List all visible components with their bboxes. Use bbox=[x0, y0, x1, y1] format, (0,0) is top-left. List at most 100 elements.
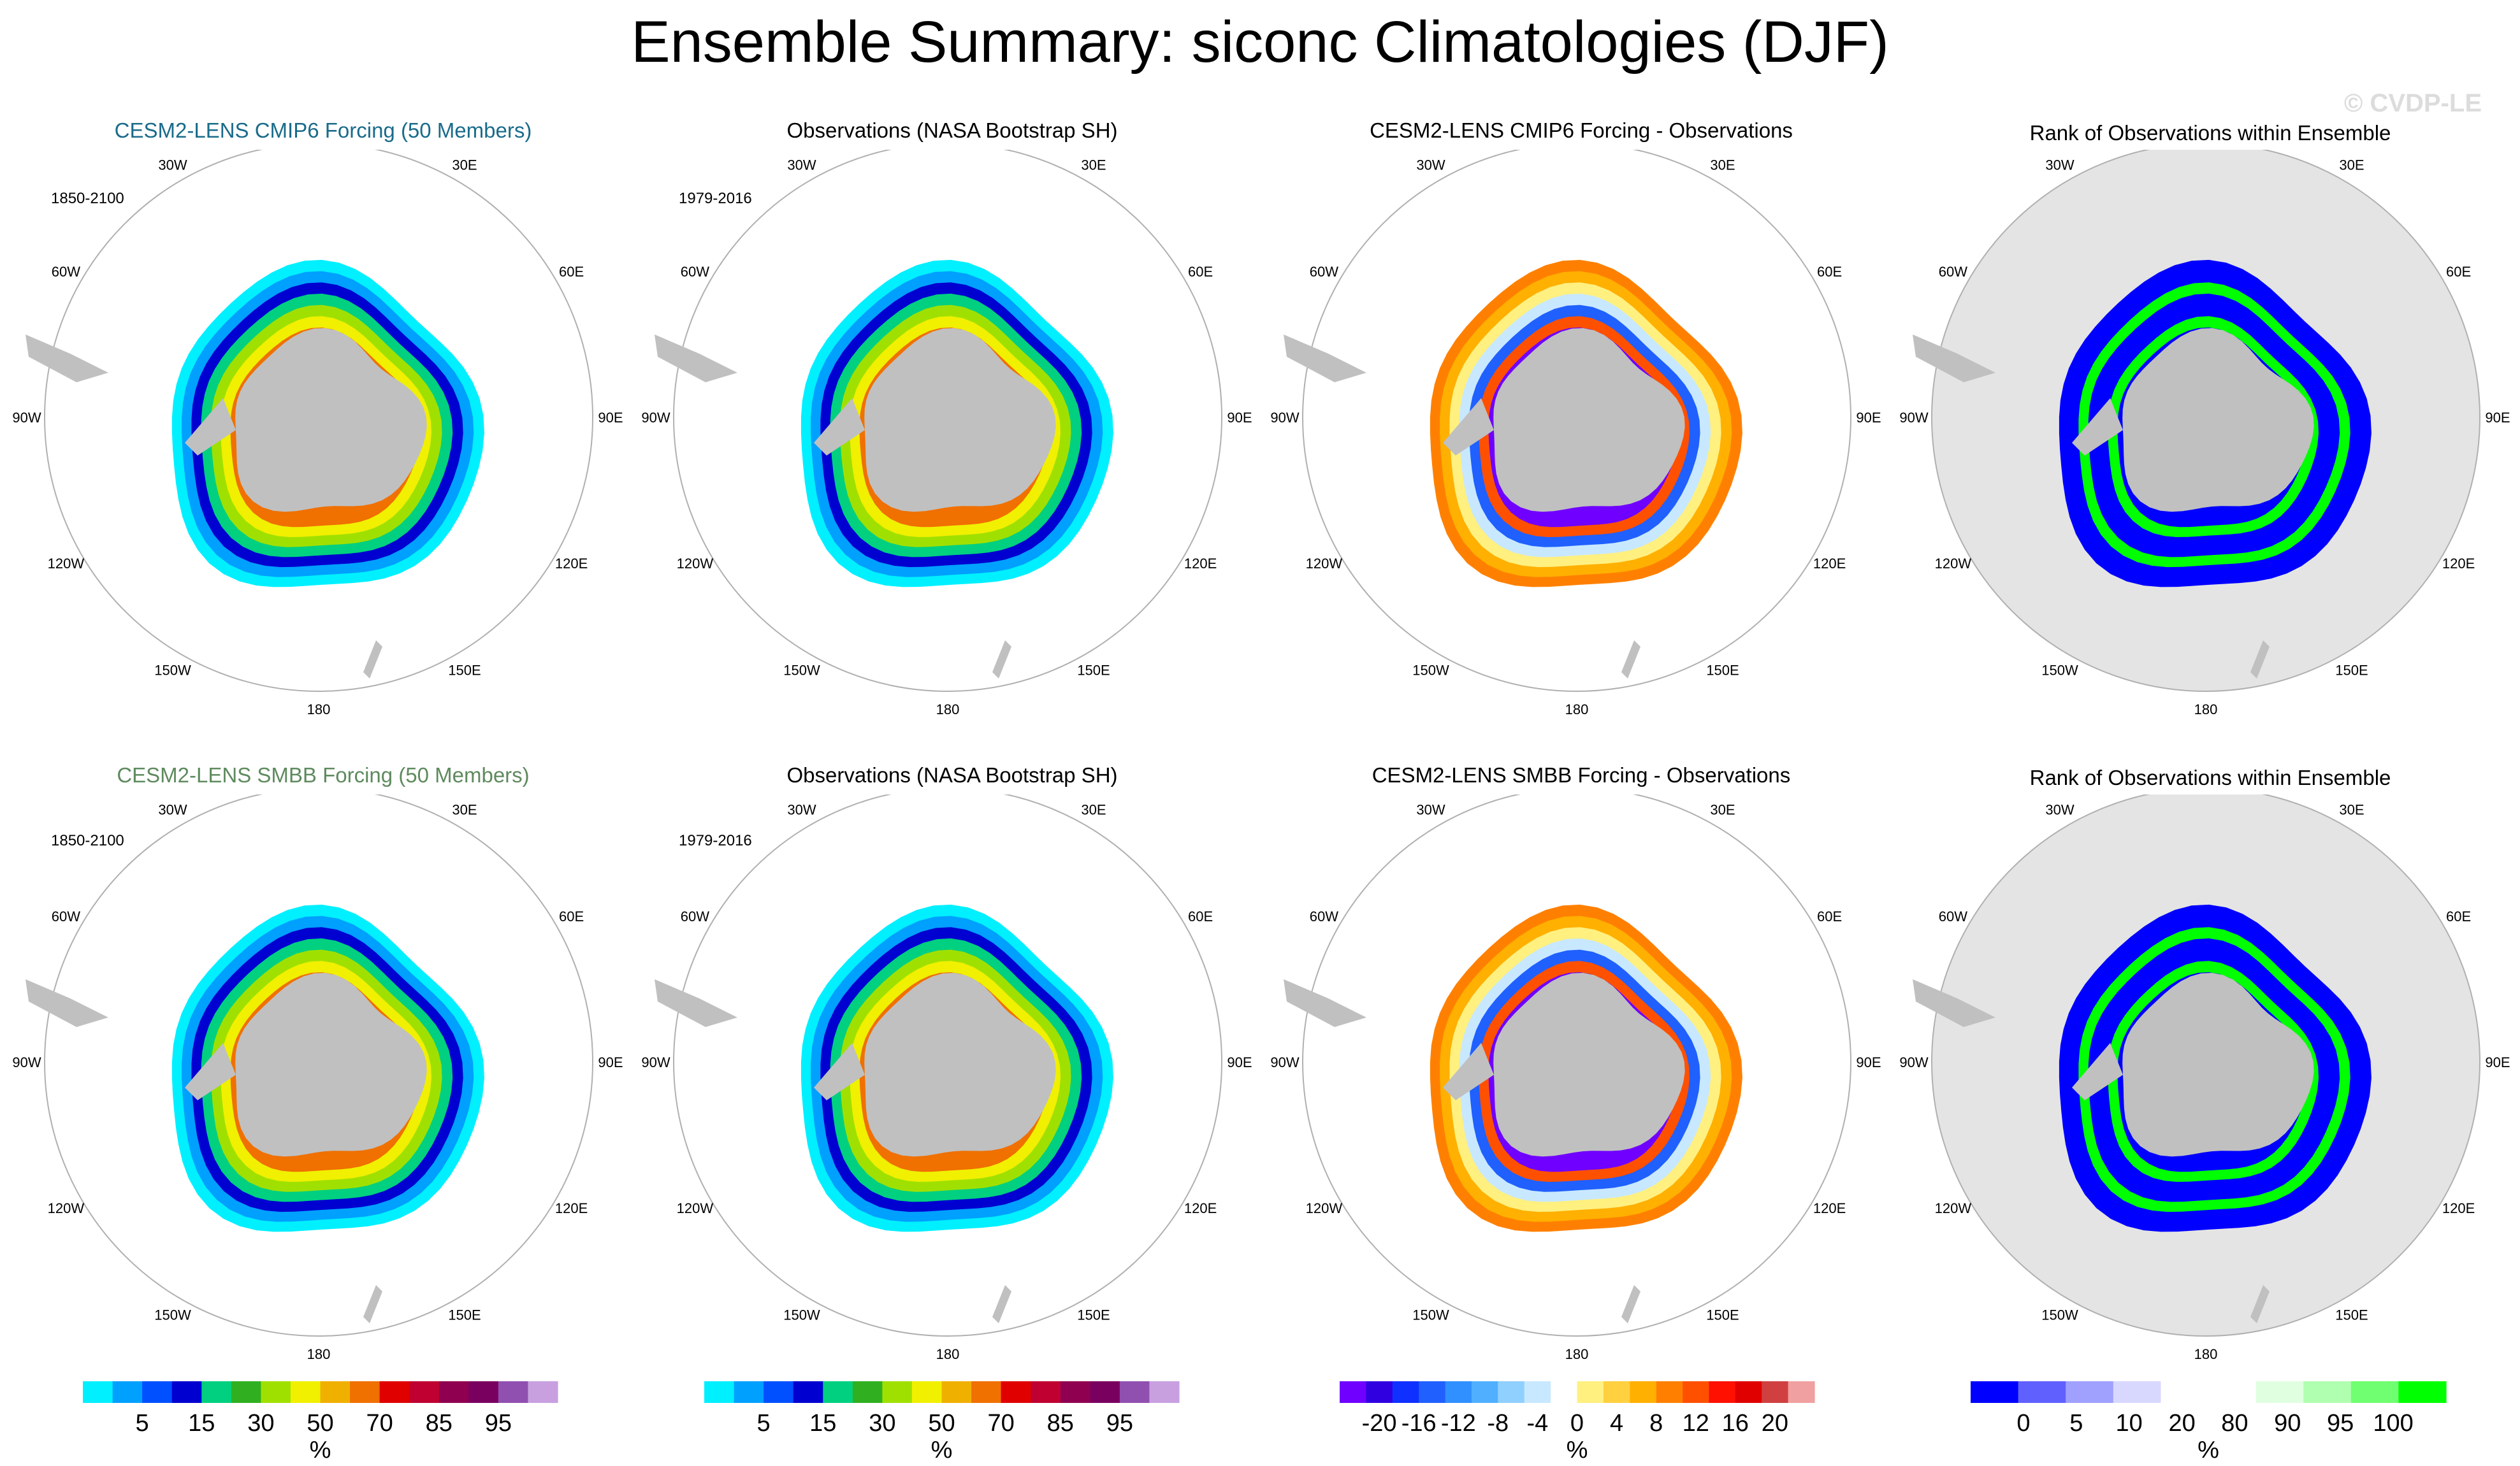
map-panel-7: 030E60E90E120E150E180150W120W90W60W30W bbox=[1270, 794, 1881, 1362]
colorbar-segment bbox=[1445, 1381, 1472, 1403]
longitude-label-90e: 90E bbox=[1856, 410, 1881, 426]
antarctic-peninsula bbox=[814, 1043, 865, 1100]
longitude-label-150e: 150E bbox=[1077, 663, 1110, 679]
colorbar-segment bbox=[1524, 1381, 1551, 1403]
panel-title-4: Rank of Observations within Ensemble bbox=[2029, 121, 2391, 145]
colorbar-segment bbox=[1149, 1381, 1180, 1403]
colorbar-segment bbox=[528, 1381, 558, 1403]
new-zealand-landmass bbox=[992, 1285, 1011, 1323]
colorbar-segment bbox=[911, 1381, 943, 1403]
longitude-label-90e: 90E bbox=[598, 410, 623, 426]
longitude-label-60e: 60E bbox=[2446, 909, 2471, 924]
longitude-label-90e: 90E bbox=[2485, 1054, 2510, 1070]
panel-title-8: Rank of Observations within Ensemble bbox=[2029, 766, 2391, 789]
colorbar-tick-label: 0 bbox=[1570, 1410, 1584, 1437]
longitude-label-30w: 30W bbox=[158, 801, 187, 817]
longitude-label-30w: 30W bbox=[2045, 801, 2074, 817]
longitude-label-120w: 120W bbox=[48, 556, 85, 571]
antarctica-landmass bbox=[235, 973, 427, 1157]
south-america-landmass bbox=[25, 979, 108, 1027]
antarctica-landmass bbox=[864, 973, 1056, 1157]
colorbar-segment bbox=[1971, 1381, 2019, 1403]
longitude-label-120w: 120W bbox=[1306, 556, 1343, 571]
longitude-label-30w: 30W bbox=[2045, 157, 2074, 173]
colorbar-difference: -20 -16 -12 -8 -4 0 4 8 12 16 20% bbox=[1340, 1381, 1815, 1463]
colorbar-tick-label: 4 bbox=[1610, 1410, 1623, 1437]
colorbar-segment bbox=[438, 1381, 469, 1403]
colorbar-tick-label: 10 bbox=[2116, 1410, 2143, 1437]
colorbar-segment bbox=[468, 1381, 499, 1403]
longitude-label-120e: 120E bbox=[2442, 556, 2475, 571]
longitude-label-150w: 150W bbox=[154, 1307, 191, 1323]
colorbar-segment bbox=[1119, 1381, 1150, 1403]
colorbar-segment bbox=[852, 1381, 883, 1403]
colorbar-siconc-obs: 5 15 30 50 70 85 95% bbox=[704, 1381, 1180, 1463]
colorbar-segment bbox=[2066, 1381, 2114, 1403]
colorbar-tick-label: 20 bbox=[1762, 1410, 1788, 1437]
longitude-label-120w: 120W bbox=[1935, 1200, 1972, 1216]
watermark: © CVDP-LE bbox=[2343, 89, 2482, 117]
colorbar-segment bbox=[1577, 1381, 1604, 1403]
colorbar-tick-label: 80 bbox=[2221, 1410, 2248, 1437]
longitude-label-150w: 150W bbox=[1412, 663, 1449, 679]
longitude-label-30e: 30E bbox=[452, 157, 477, 173]
map-panel-5: 030E60E90E120E150E180150W120W90W60W30W bbox=[12, 794, 623, 1362]
longitude-label-180: 180 bbox=[936, 701, 960, 717]
colorbar-segment bbox=[261, 1381, 291, 1403]
longitude-label-150w: 150W bbox=[783, 1307, 820, 1323]
longitude-label-60e: 60E bbox=[1817, 264, 1842, 280]
map-panel-6: 030E60E90E120E150E180150W120W90W60W30W bbox=[641, 794, 1252, 1362]
antarctic-peninsula bbox=[185, 1043, 236, 1100]
longitude-label-30w: 30W bbox=[787, 157, 816, 173]
longitude-label-30w: 30W bbox=[1416, 157, 1445, 173]
new-zealand-landmass bbox=[2250, 1285, 2270, 1323]
longitude-label-60w: 60W bbox=[52, 264, 80, 280]
longitude-label-120e: 120E bbox=[1813, 1200, 1846, 1216]
colorbar-segment bbox=[1735, 1381, 1762, 1403]
colorbar-segment bbox=[350, 1381, 380, 1403]
colorbar-segment bbox=[409, 1381, 440, 1403]
panel-title-2: Observations (NASA Bootstrap SH) bbox=[786, 119, 1118, 142]
south-america-landmass bbox=[1284, 979, 1366, 1027]
antarctic-peninsula bbox=[1443, 1043, 1494, 1100]
colorbar-segment bbox=[2113, 1381, 2161, 1403]
longitude-label-60e: 60E bbox=[1188, 264, 1213, 280]
longitude-label-30w: 30W bbox=[787, 801, 816, 817]
antarctic-peninsula bbox=[814, 398, 865, 456]
colorbar-segment bbox=[2018, 1381, 2066, 1403]
longitude-label-120e: 120E bbox=[1813, 556, 1846, 571]
colorbar-tick-label: 5 bbox=[2069, 1410, 2083, 1437]
longitude-label-30w: 30W bbox=[1416, 801, 1445, 817]
longitude-label-120w: 120W bbox=[677, 1200, 714, 1216]
colorbar-segment bbox=[2256, 1381, 2304, 1403]
longitude-label-150w: 150W bbox=[154, 663, 191, 679]
colorbar-segment bbox=[1366, 1381, 1393, 1403]
colorbar-segment bbox=[2208, 1381, 2257, 1403]
colorbar-segment bbox=[2398, 1381, 2447, 1403]
longitude-label-90w: 90W bbox=[12, 1054, 41, 1070]
colorbar-segment bbox=[1788, 1381, 1815, 1403]
colorbar-tick-label: 70 bbox=[987, 1410, 1014, 1437]
antarctic-peninsula bbox=[185, 398, 236, 456]
longitude-label-60e: 60E bbox=[559, 909, 584, 924]
longitude-label-90w: 90W bbox=[641, 1054, 670, 1070]
panel-title-5: CESM2-LENS SMBB Forcing (50 Members) bbox=[117, 763, 530, 787]
panel-title-3: CESM2-LENS CMIP6 Forcing - Observations bbox=[1370, 119, 1793, 142]
colorbar-tick-label: 95 bbox=[1106, 1410, 1133, 1437]
colorbar-segment bbox=[734, 1381, 764, 1403]
antarctic-peninsula bbox=[2072, 1043, 2123, 1100]
panel-title-6: Observations (NASA Bootstrap SH) bbox=[786, 763, 1118, 787]
map-panel-2: 030E60E90E120E150E180150W120W90W60W30W bbox=[641, 150, 1252, 717]
colorbar-unit-label: % bbox=[1567, 1437, 1588, 1463]
colorbar-segment bbox=[764, 1381, 794, 1403]
longitude-label-90e: 90E bbox=[1227, 1054, 1252, 1070]
new-zealand-landmass bbox=[1621, 640, 1640, 679]
longitude-label-120w: 120W bbox=[1935, 556, 1972, 571]
colorbar-segment bbox=[2161, 1381, 2209, 1403]
longitude-label-90e: 90E bbox=[1856, 1054, 1881, 1070]
period-label-2: 1979-2016 bbox=[679, 190, 752, 207]
longitude-label-150e: 150E bbox=[1706, 663, 1739, 679]
longitude-label-120e: 120E bbox=[555, 1200, 588, 1216]
colorbar-segment bbox=[1762, 1381, 1789, 1403]
longitude-label-90w: 90W bbox=[1270, 410, 1299, 426]
